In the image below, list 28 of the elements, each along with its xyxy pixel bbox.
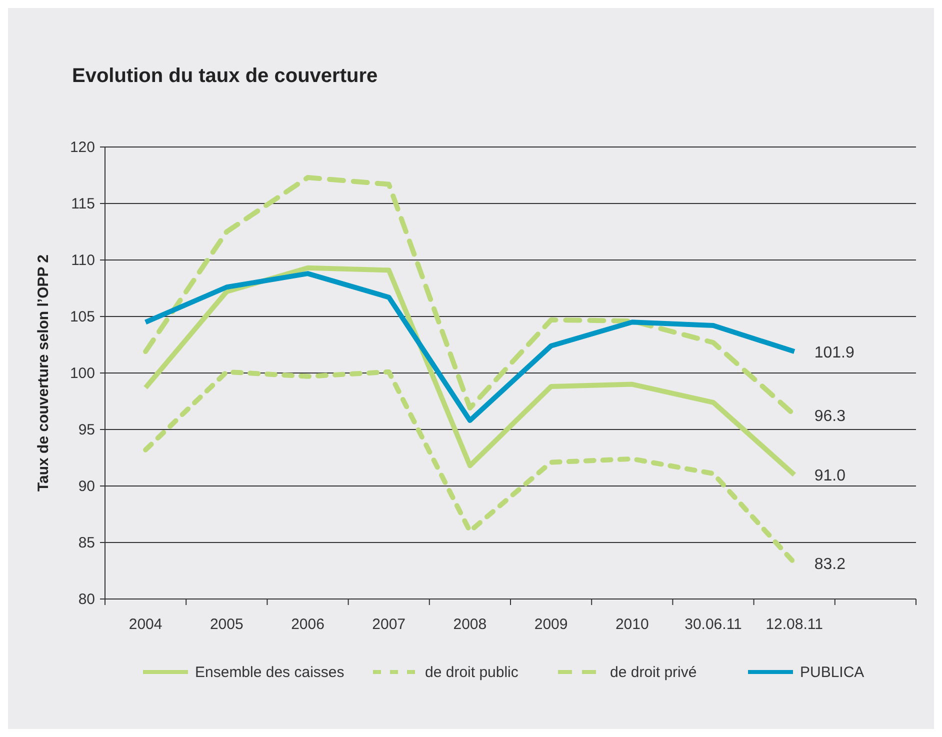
data-label: 96.3 (814, 408, 846, 425)
x-tick-label: 2005 (210, 616, 244, 633)
y-tick-label: 120 (70, 139, 95, 156)
data-label: 101.9 (814, 344, 854, 362)
data-label: 91.0 (814, 468, 846, 485)
data-label: 83.2 (814, 556, 846, 573)
y-tick-label: 95 (78, 422, 95, 438)
y-tick-label: 100 (70, 365, 95, 382)
x-tick-label: 2010 (615, 616, 649, 633)
x-tick-label: 2006 (291, 616, 324, 633)
x-tick-label: 2004 (128, 616, 162, 633)
legend-label: de droit public (425, 664, 519, 681)
y-tick-label: 105 (70, 308, 95, 326)
x-tick-label: 30.06.11 (684, 616, 742, 633)
legend-label: Ensemble des caisses (195, 664, 344, 681)
legend-label: PUBLICA (800, 664, 864, 681)
x-tick-label: 2008 (453, 616, 487, 633)
y-tick-label: 80 (78, 591, 95, 608)
y-tick-label: 110 (71, 252, 95, 269)
x-tick-label: 2007 (372, 616, 406, 633)
y-tick-label: 115 (71, 196, 95, 212)
y-axis-title: Taux de couverture selon l’OPP 2 (35, 254, 52, 492)
y-tick-label: 85 (78, 534, 95, 552)
legend-label: de droit privé (610, 664, 697, 681)
x-tick-label: 12.08.11 (766, 616, 823, 633)
x-tick-label: 2009 (534, 616, 568, 633)
chart-title: Evolution du taux de couverture (72, 65, 378, 87)
y-tick-label: 90 (78, 478, 95, 495)
